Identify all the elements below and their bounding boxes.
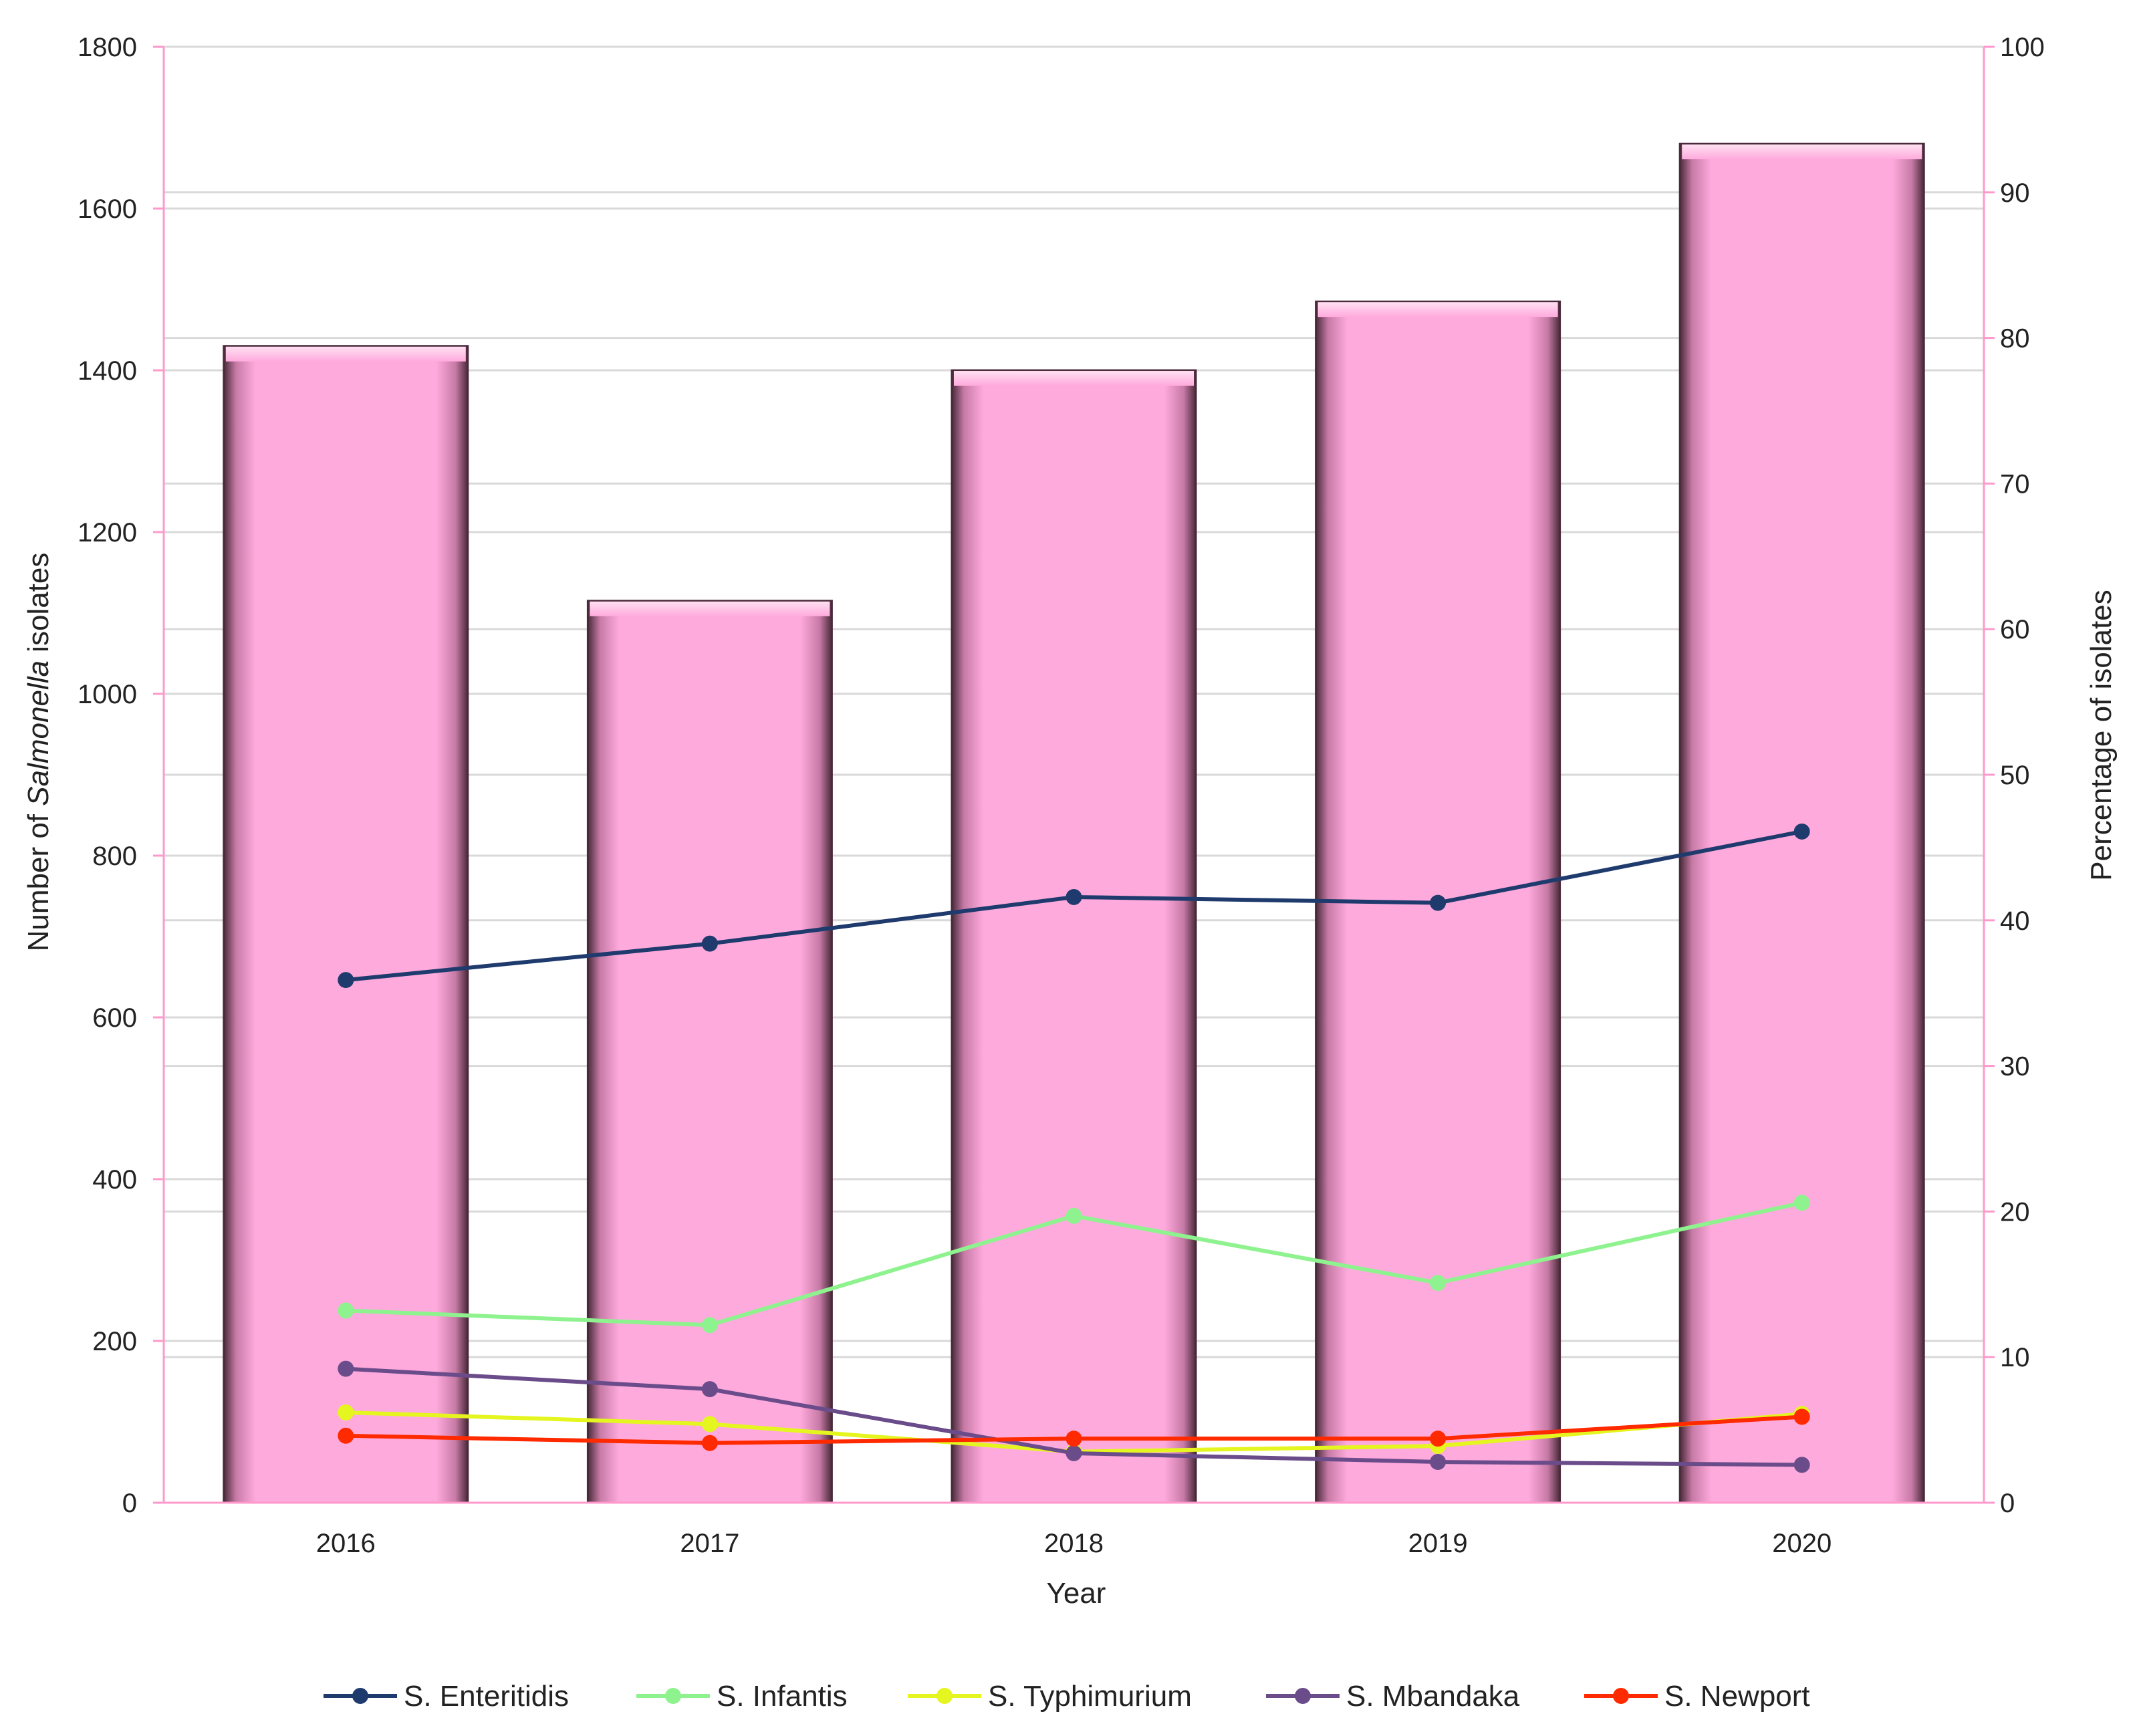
series-point-1-2020: [1793, 1195, 1810, 1211]
bar-cap-2017: [590, 601, 830, 616]
bar-2018: [951, 369, 1197, 1504]
legend-label-4: S. Newport: [1664, 1680, 1810, 1713]
x-tick-label-2017: 2017: [680, 1529, 739, 1558]
y-axis-title: Number of Salmonella isolates: [22, 553, 55, 952]
series-point-4-2019: [1430, 1431, 1447, 1447]
series-point-2-2016: [338, 1404, 354, 1420]
legend-swatch-marker-4: [1613, 1688, 1629, 1704]
bar-cap-2019: [1317, 302, 1558, 318]
x-tick-label-2016: 2016: [316, 1529, 376, 1558]
bar-cap-2020: [1682, 144, 1922, 160]
x-tick-label-2018: 2018: [1044, 1529, 1104, 1558]
legend-label-3: S. Mbandaka: [1346, 1680, 1520, 1713]
series-point-3-2016: [338, 1360, 354, 1377]
series-point-4-2020: [1793, 1408, 1810, 1425]
y-tick-label-4: 800: [92, 842, 137, 871]
y-tick-label-8: 1600: [78, 195, 137, 224]
series-point-1-2018: [1065, 1207, 1082, 1224]
series-point-0-2020: [1793, 823, 1810, 840]
series-point-3-2020: [1793, 1457, 1810, 1473]
y2-tick-label-7: 70: [2000, 469, 2030, 499]
bar-2020: [1678, 142, 1925, 1504]
series-point-0-2016: [338, 972, 354, 989]
y2-tick-label-10: 100: [2000, 33, 2045, 62]
y2-tick-label-1: 10: [2000, 1343, 2030, 1372]
y-tick-label-5: 1000: [78, 680, 137, 709]
y2-tick-label-4: 40: [2000, 906, 2030, 936]
y-tick-label-3: 600: [92, 1003, 137, 1033]
y2-tick-label-8: 80: [2000, 324, 2030, 354]
bar-2017: [586, 600, 833, 1504]
y2-tick-label-5: 50: [2000, 761, 2030, 790]
y-tick-label-9: 1800: [78, 33, 137, 62]
bar-cap-2018: [954, 371, 1194, 386]
bar-cap-2016: [225, 346, 466, 362]
series-point-0-2017: [701, 935, 718, 952]
y2-tick-label-9: 90: [2000, 178, 2030, 208]
y2-axis-title: Percentage of isolates: [2085, 590, 2118, 880]
y2-tick-label-3: 30: [2000, 1052, 2030, 1082]
y-axis-title-after: isolates: [22, 553, 55, 660]
y2-tick-label-2: 20: [2000, 1197, 2030, 1227]
y-tick-label-1: 200: [92, 1327, 137, 1356]
series-point-2-2017: [701, 1416, 718, 1433]
x-tick-label-2019: 2019: [1408, 1529, 1468, 1558]
legend-label-1: S. Infantis: [717, 1680, 848, 1713]
series-point-1-2016: [338, 1302, 354, 1319]
bars: [223, 142, 1925, 1504]
legend-swatch-marker-2: [936, 1688, 953, 1704]
tick-labels: 0 200 400 600 800 1000 1200 1400 1600 1800 0 10 20 30…: [78, 33, 2045, 1558]
y-tick-label-7: 1400: [78, 356, 137, 386]
series-lines: [338, 823, 1810, 1473]
series-point-3-2018: [1065, 1445, 1082, 1461]
y-tick-label-0: 0: [122, 1489, 137, 1518]
y-axis-title-italic: Salmonella: [22, 660, 55, 806]
x-axis-title: Year: [1047, 1577, 1106, 1610]
x-tick-label-2020: 2020: [1772, 1529, 1832, 1558]
series-point-1-2019: [1430, 1275, 1447, 1291]
bar-2016: [223, 345, 469, 1504]
series-point-0-2018: [1065, 888, 1082, 905]
series-point-4-2018: [1065, 1431, 1082, 1447]
axes: [153, 45, 1995, 1504]
series-point-0-2019: [1430, 894, 1447, 911]
series-point-3-2019: [1430, 1454, 1447, 1471]
legend-label-2: S. Typhimurium: [988, 1680, 1192, 1713]
legend-label-0: S. Enteritidis: [404, 1680, 569, 1713]
series-point-4-2017: [701, 1435, 718, 1451]
legend-swatch-marker-0: [352, 1688, 368, 1704]
y2-tick-label-6: 60: [2000, 615, 2030, 644]
legend-swatch-marker-3: [1295, 1688, 1311, 1704]
series-point-3-2017: [701, 1381, 718, 1398]
legend-swatch-marker-1: [665, 1688, 681, 1704]
y-tick-label-2: 400: [92, 1165, 137, 1195]
y2-tick-label-0: 0: [2000, 1489, 2015, 1518]
legend: S. Enteritidis S. Infantis S. Typhimurium S…: [324, 1680, 1810, 1713]
series-point-4-2016: [338, 1427, 354, 1444]
series-point-1-2017: [701, 1317, 718, 1334]
y-tick-label-6: 1200: [78, 518, 137, 547]
y-axis-title-before: Number of: [22, 806, 55, 952]
